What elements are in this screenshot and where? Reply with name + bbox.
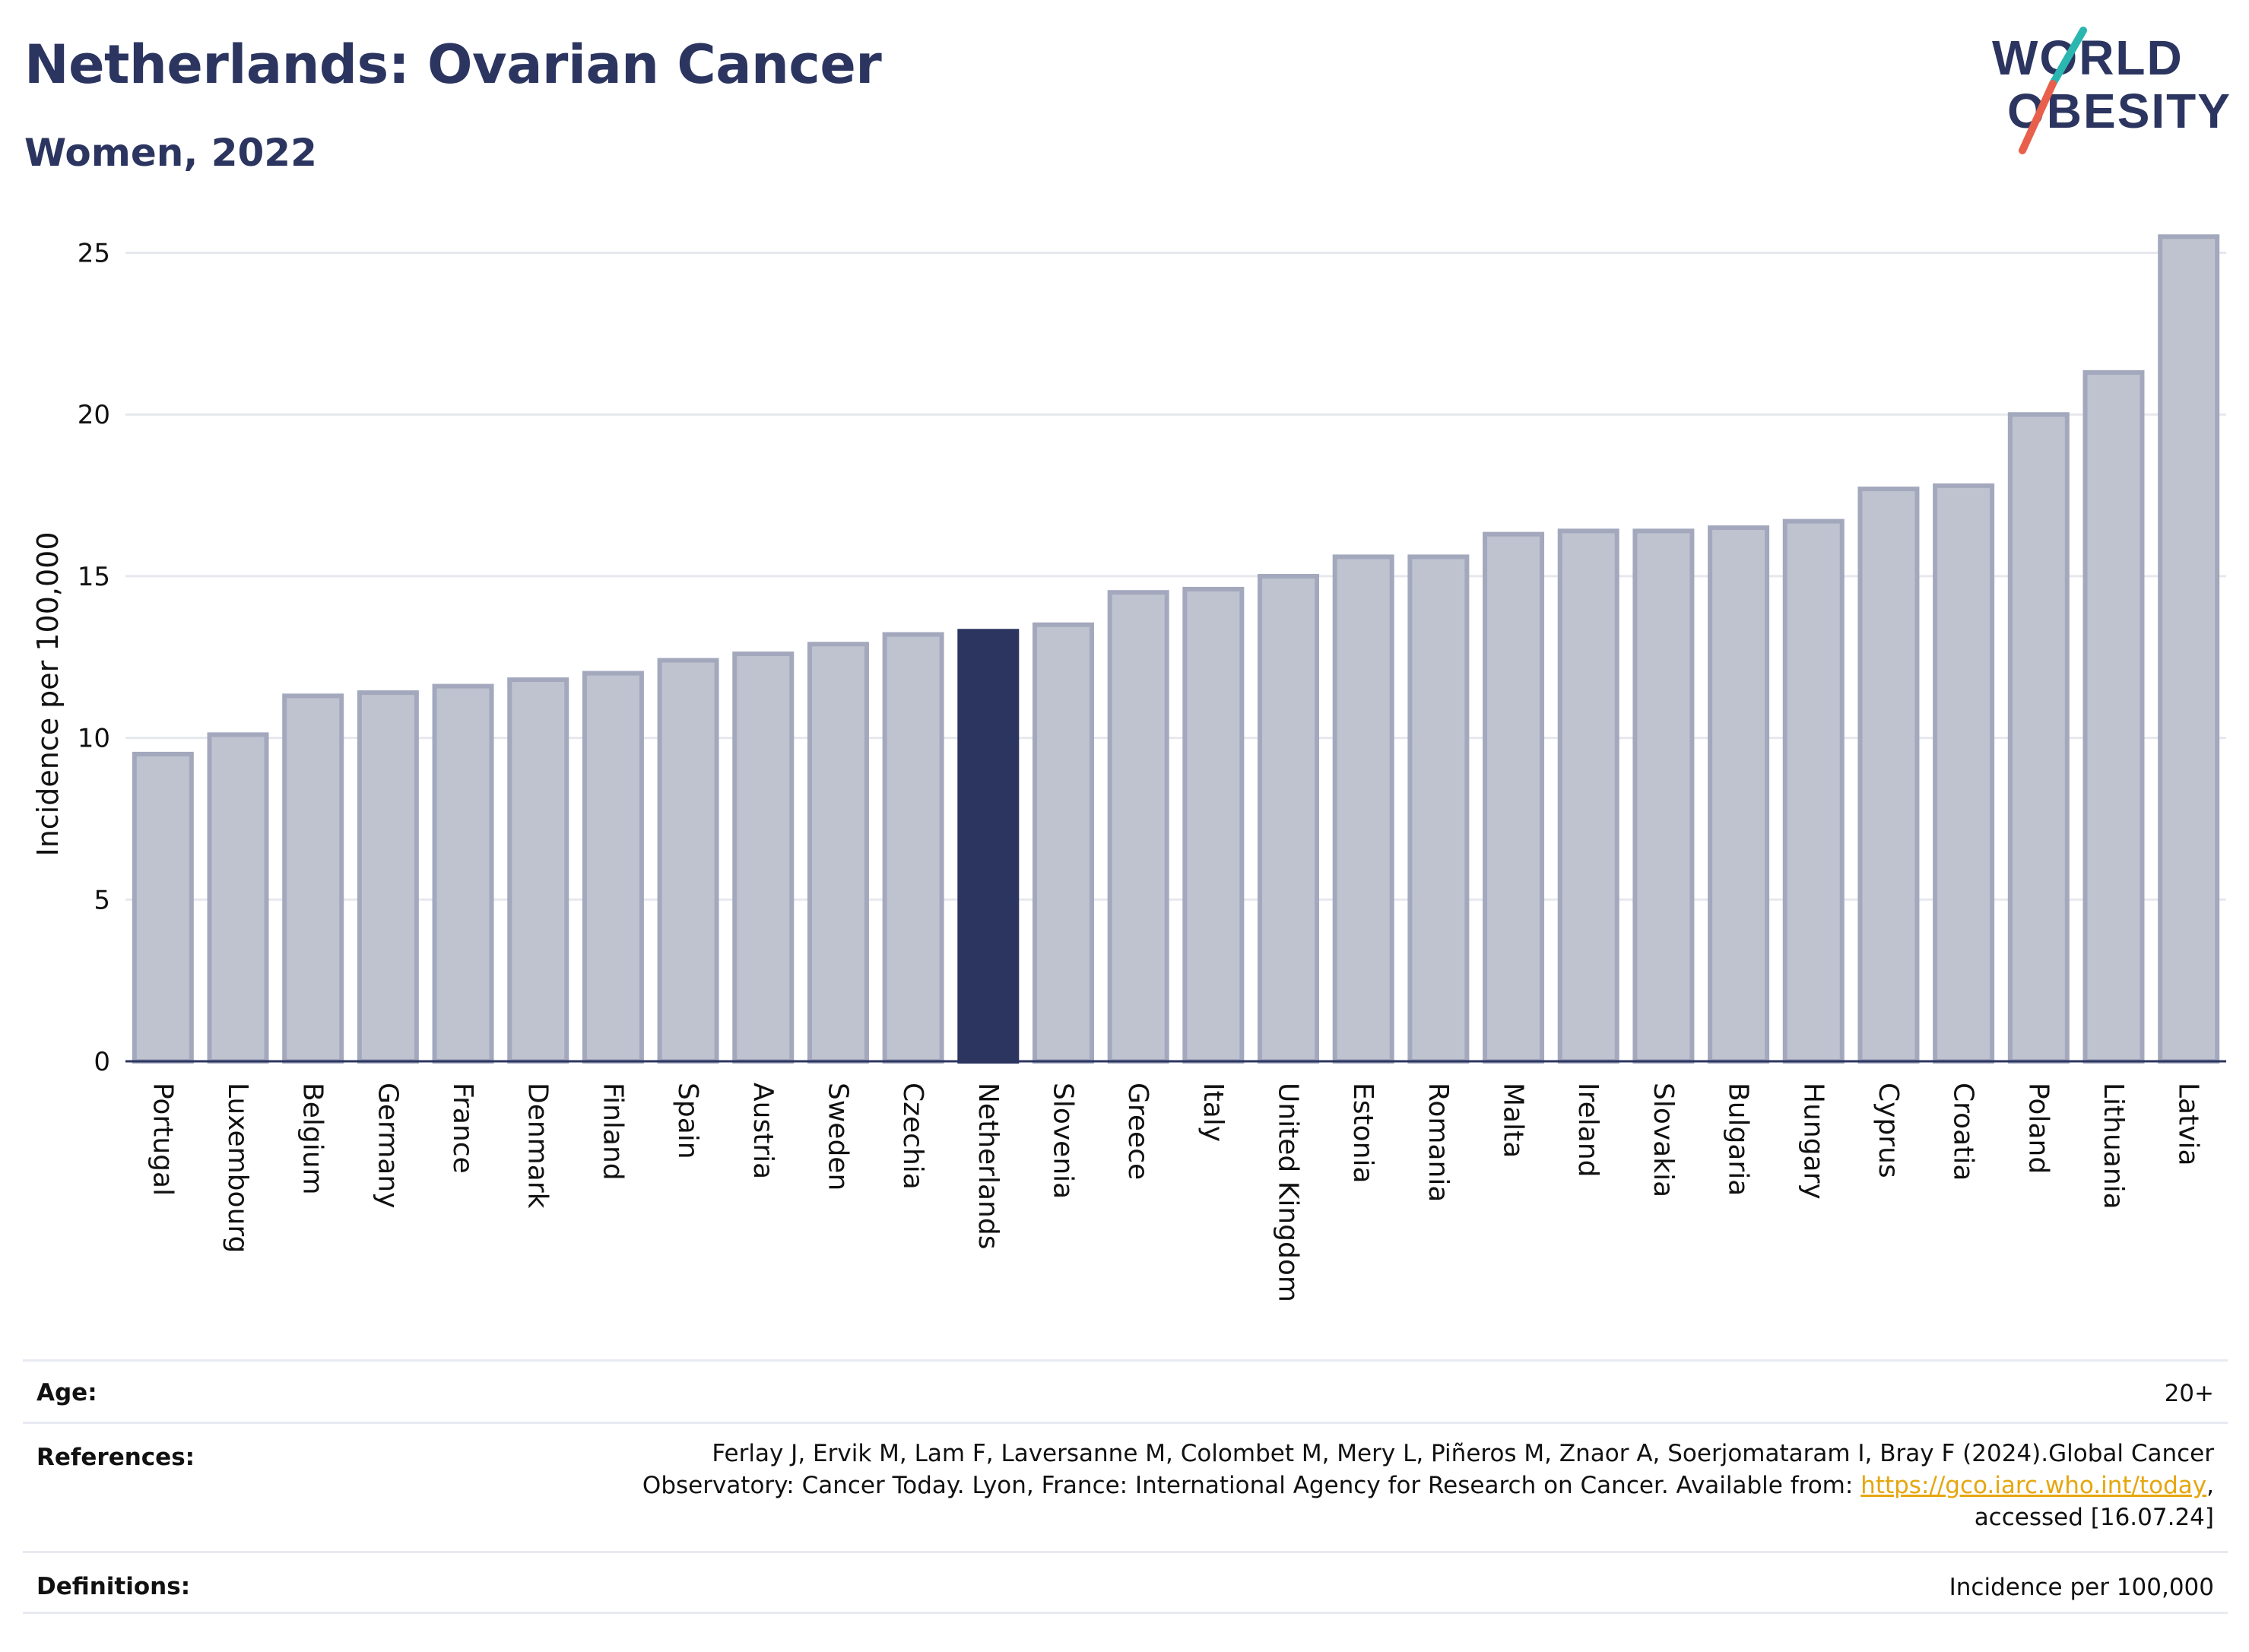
y-tick-label: 25: [78, 239, 110, 269]
x-tick-label: Croatia: [1948, 1083, 1979, 1181]
bar: [132, 751, 194, 1064]
logo-slash-top: [2049, 27, 2087, 87]
y-tick-label: 0: [94, 1047, 110, 1077]
x-tick-label: Cyprus: [1873, 1083, 1904, 1178]
bar: [957, 629, 1020, 1064]
bar: [282, 693, 344, 1064]
x-tick-label: Czechia: [897, 1083, 928, 1190]
x-tick-label: Bulgaria: [1723, 1083, 1754, 1196]
references-line-3: accessed [16.07.24]: [1974, 1504, 2214, 1531]
x-tick-label: Greece: [1122, 1083, 1153, 1180]
x-tick-label: Ireland: [1572, 1083, 1603, 1178]
x-tick-label: Luxembourg: [222, 1083, 253, 1253]
x-tick-label: Latvia: [2173, 1083, 2204, 1166]
bar: [1332, 554, 1394, 1064]
logo-slash-bottom: [2019, 80, 2057, 154]
bar: [507, 677, 569, 1064]
bar: [1107, 590, 1169, 1064]
bar: [2158, 234, 2220, 1064]
bar: [1258, 573, 1320, 1064]
references-text: Ferlay J, Ervik M, Lam F, Laversanne M, …: [642, 1438, 2214, 1533]
references-line-2: Observatory: Cancer Today. Lyon, France:…: [642, 1470, 2214, 1501]
bar-chart: 0 5 10 15 20 25 Incidence per 100,000 Portugal L…: [31, 234, 2226, 1302]
x-tick-label: Spain: [672, 1083, 703, 1159]
x-tick-label: Belgium: [297, 1083, 328, 1195]
bar: [357, 690, 419, 1064]
age-row: Age: 20+: [23, 1361, 2228, 1422]
bar: [732, 652, 795, 1064]
x-tick-label: Portugal: [147, 1083, 178, 1196]
y-tick-label: 15: [78, 562, 110, 592]
definitions-value: Incidence per 100,000: [1949, 1574, 2214, 1601]
x-tick-label: Estonia: [1347, 1083, 1378, 1184]
y-tick-label: 5: [94, 885, 110, 915]
x-tick-label: Lithuania: [2098, 1083, 2129, 1210]
bar: [2082, 369, 2145, 1064]
x-tick-label: Denmark: [522, 1083, 554, 1209]
page-subtitle: Women, 2022: [24, 131, 317, 175]
definitions-label: Definitions:: [36, 1573, 191, 1600]
bar: [1032, 622, 1094, 1064]
references-row: References: Ferlay J, Ervik M, Lam F, La…: [23, 1422, 2228, 1553]
references-line-2-text: Observatory: Cancer Today. Lyon, France:…: [642, 1472, 1861, 1499]
meta-divider-top: [23, 1359, 2228, 1362]
bar: [207, 732, 269, 1064]
x-tick-label: Austria: [747, 1083, 779, 1179]
y-axis-label: Incidence per 100,000: [31, 531, 65, 856]
x-tick-label: Finland: [597, 1083, 628, 1181]
logo-line-1: WORLD: [1992, 30, 2184, 85]
bar: [1708, 525, 1770, 1064]
bar: [1182, 586, 1245, 1064]
references-line-1: Ferlay J, Ervik M, Lam F, Laversanne M, …: [712, 1440, 2214, 1467]
bar: [1483, 531, 1545, 1064]
bar: [657, 658, 719, 1064]
x-tick-label: Slovenia: [1047, 1083, 1078, 1199]
bar: [1782, 518, 1845, 1064]
x-tick-label: Italy: [1197, 1083, 1229, 1142]
meta-divider-bottom: [23, 1612, 2228, 1614]
bar: [807, 642, 869, 1064]
bar: [1933, 483, 1995, 1064]
x-tick-label: Hungary: [1797, 1083, 1829, 1200]
page-title: Netherlands: Ovarian Cancer: [24, 33, 882, 96]
bar: [582, 671, 644, 1064]
x-tick-label: France: [447, 1083, 478, 1174]
bar: [1557, 528, 1619, 1064]
bar: [1857, 487, 1920, 1064]
references-line-2-end: ,: [2206, 1472, 2214, 1499]
y-tick-label: 20: [78, 400, 110, 430]
x-tick-label: Slovakia: [1648, 1083, 1679, 1197]
definitions-row: Definitions: Incidence per 100,000: [23, 1551, 2228, 1614]
x-tick-label: Romania: [1423, 1083, 1454, 1202]
x-tick-label: United Kingdom: [1273, 1083, 1304, 1302]
x-tick-label: Poland: [2022, 1083, 2054, 1174]
x-tick-label: Netherlands: [972, 1083, 1004, 1249]
x-tick-label: Germany: [372, 1083, 403, 1208]
references-label: References:: [36, 1444, 195, 1471]
bar: [882, 632, 944, 1064]
references-link[interactable]: https://gco.iarc.who.int/today: [1860, 1472, 2207, 1499]
x-tick-label: Sweden: [822, 1083, 853, 1191]
x-tick-label: Malta: [1498, 1083, 1529, 1158]
bar: [432, 683, 494, 1064]
age-value: 20+: [2164, 1380, 2214, 1407]
bar: [1632, 528, 1695, 1064]
world-obesity-logo: WORLD OBESITY: [1992, 27, 2230, 154]
age-label: Age:: [36, 1379, 97, 1406]
bar: [1407, 554, 1470, 1064]
bar: [2007, 412, 2070, 1064]
y-tick-label: 10: [78, 724, 110, 754]
